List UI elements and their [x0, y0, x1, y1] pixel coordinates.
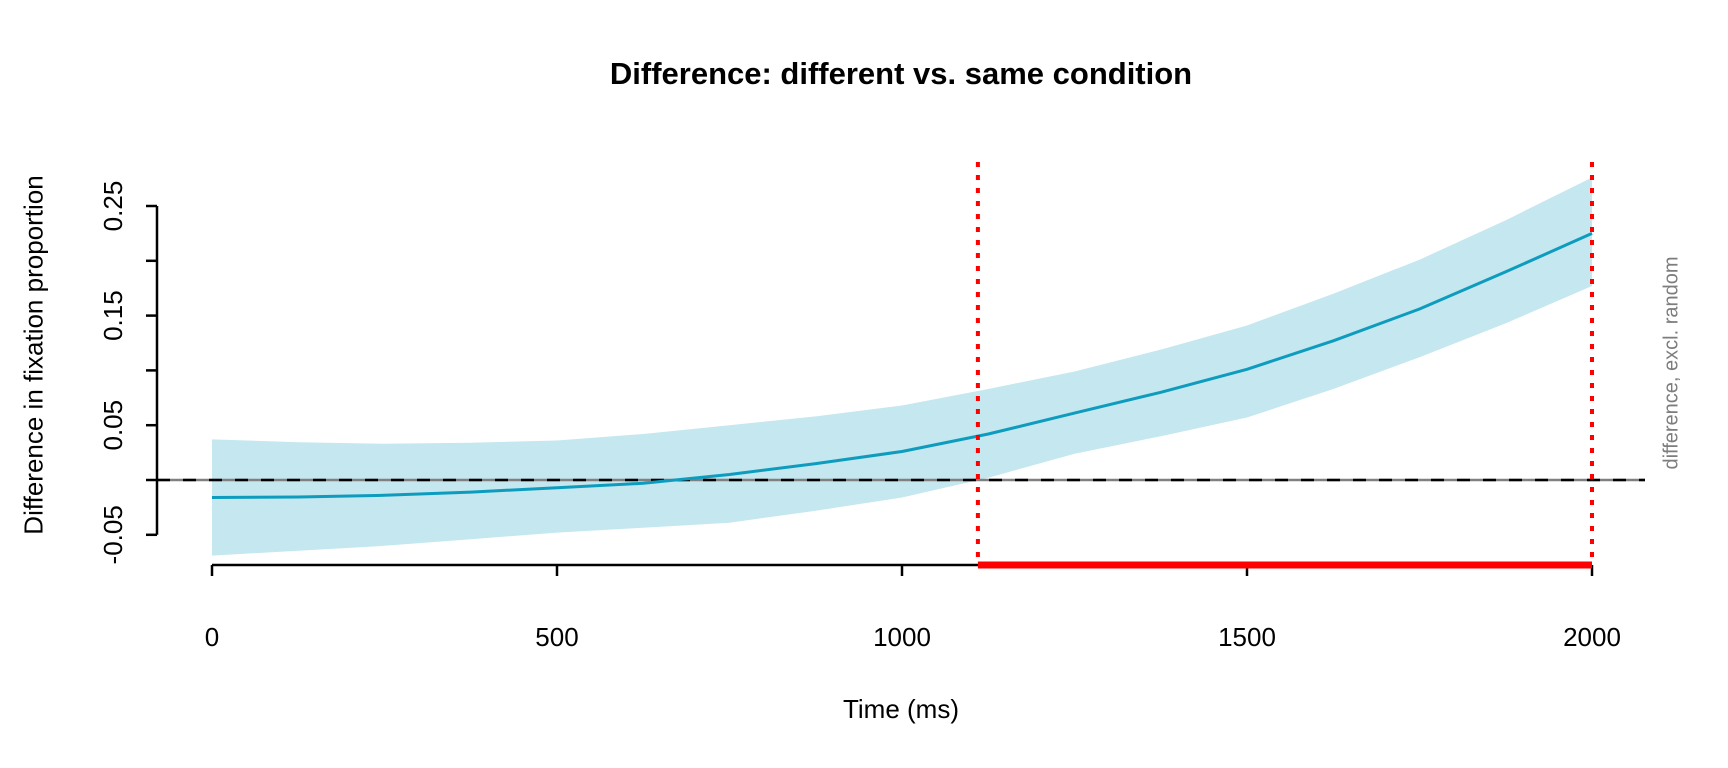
- x-tick-label: 1500: [1218, 622, 1276, 652]
- y-tick-label: 0.05: [98, 400, 128, 451]
- y-tick-label: -0.05: [98, 505, 128, 564]
- chart-title: Difference: different vs. same condition: [609, 56, 1193, 91]
- right-margin-label: difference, excl. random: [1660, 256, 1683, 470]
- x-axis-label: Time (ms): [842, 694, 960, 724]
- x-tick-label: 2000: [1563, 622, 1621, 652]
- ci-band: [212, 177, 1592, 556]
- y-tick-label: 0.25: [98, 181, 128, 232]
- y-axis-label: Difference in fixation proportion: [18, 175, 49, 535]
- fit-line: [211, 232, 1593, 499]
- x-tick-label: 500: [535, 622, 578, 652]
- x-tick-label: 1000: [873, 622, 931, 652]
- x-tick-label: 0: [205, 622, 219, 652]
- y-tick-label: 0.15: [98, 290, 128, 341]
